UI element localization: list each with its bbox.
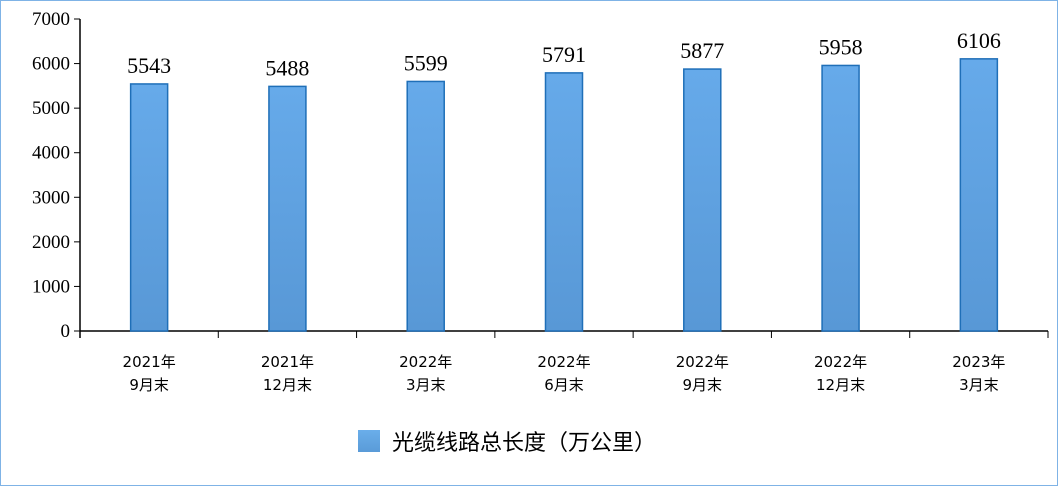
y-tick-label: 3000 [32, 187, 70, 208]
y-tick-label: 4000 [32, 143, 70, 164]
x-tick-label-year: 2022年 [399, 353, 452, 371]
legend-swatch [358, 430, 380, 452]
x-tick-label-year: 2021年 [261, 353, 314, 371]
data-label: 6106 [957, 28, 1001, 53]
y-tick-label: 6000 [32, 54, 70, 75]
bar [544, 72, 584, 332]
bar [268, 85, 307, 332]
y-tick-label: 0 [61, 321, 71, 342]
y-tick-label: 1000 [32, 276, 70, 297]
x-tick-label-month: 9月末 [683, 376, 723, 394]
data-label: 5791 [542, 42, 586, 67]
legend-label: 光缆线路总长度（万公里） [392, 431, 657, 456]
x-tick-label-year: 2022年 [676, 353, 729, 371]
bar [959, 58, 999, 332]
bar [683, 68, 722, 332]
x-tick-label-month: 12月末 [263, 376, 312, 394]
y-tick-label: 5000 [32, 98, 70, 119]
x-tick-label-month: 3月末 [959, 376, 999, 394]
x-tick-label-month: 9月末 [129, 376, 169, 394]
y-tick-label: 2000 [32, 232, 70, 253]
data-label: 5488 [265, 55, 309, 80]
data-label: 5958 [819, 34, 863, 59]
data-label: 5599 [404, 50, 448, 75]
x-tick-label-month: 12月末 [816, 376, 865, 394]
x-tick-label-year: 2021年 [123, 353, 176, 371]
bar [821, 64, 860, 332]
bar [129, 83, 169, 332]
data-label: 5877 [680, 38, 724, 63]
x-tick-label-month: 6月末 [544, 376, 584, 394]
x-tick-label-year: 2022年 [537, 353, 590, 371]
data-label: 5543 [127, 53, 171, 78]
legend: 光缆线路总长度（万公里） [358, 425, 656, 457]
y-tick-label: 7000 [32, 9, 70, 30]
x-tick-label-year: 2022年 [814, 353, 867, 371]
bar [406, 80, 445, 332]
x-tick-label-year: 2023年 [952, 353, 1005, 371]
x-tick-label-month: 3月末 [406, 376, 446, 394]
